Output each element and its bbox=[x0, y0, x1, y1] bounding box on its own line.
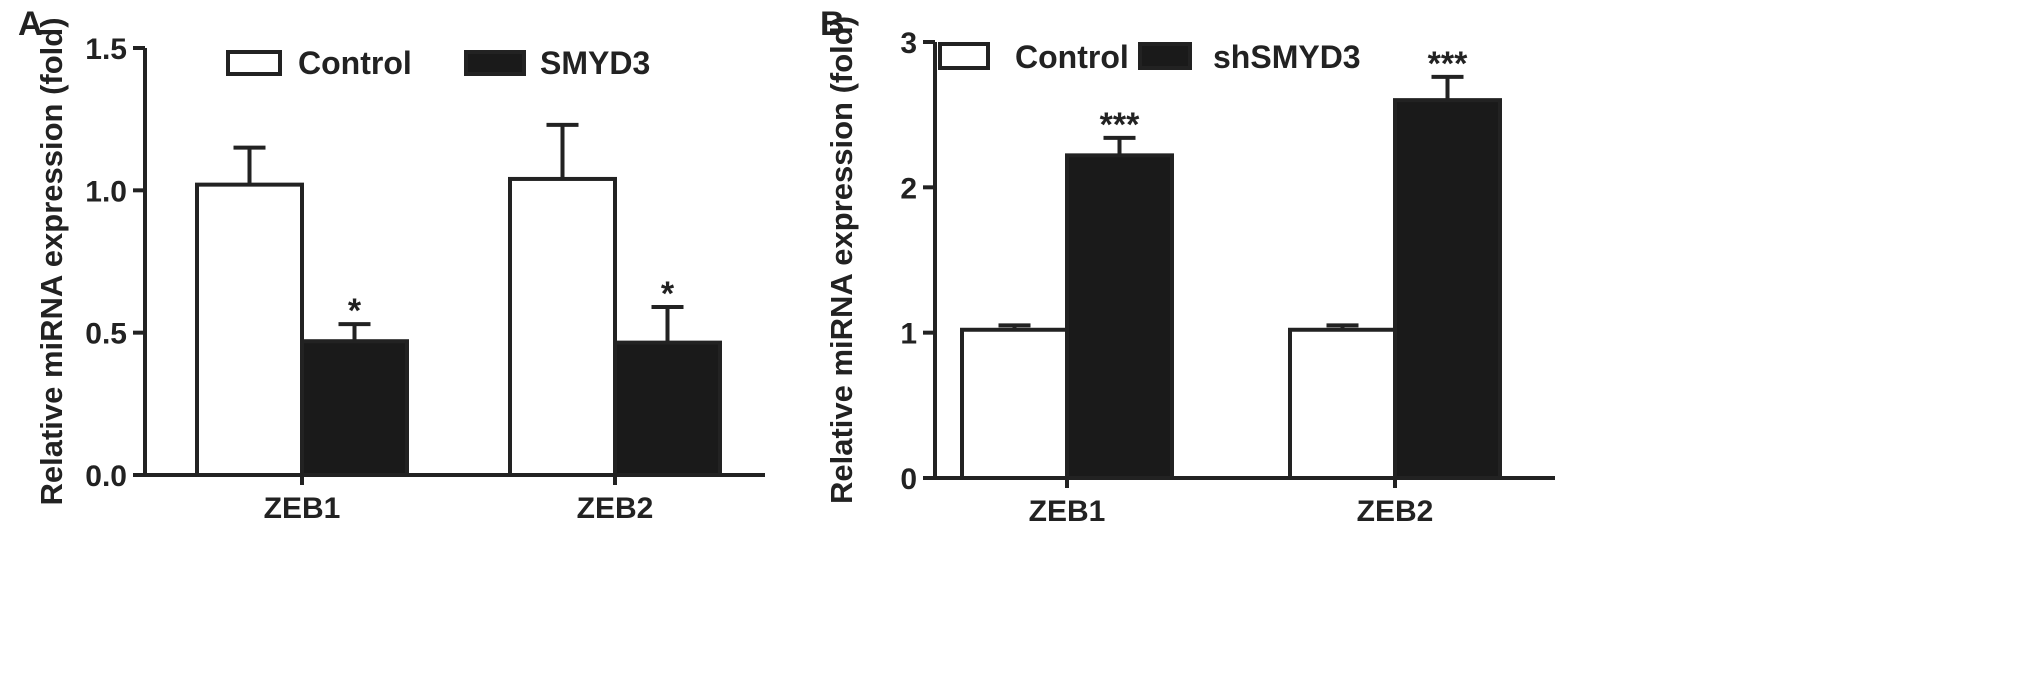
x-tick-label: ZEB2 bbox=[577, 492, 654, 525]
bar-shsmyd3-zeb1 bbox=[1065, 153, 1174, 481]
legend-swatch-control bbox=[226, 50, 282, 76]
bar-control-zeb1 bbox=[960, 327, 1069, 481]
legend-label: SMYD3 bbox=[540, 45, 650, 81]
x-tick-label: ZEB1 bbox=[1029, 495, 1106, 528]
y-tick-label: 1 bbox=[900, 318, 917, 351]
y-tick-label: 1.5 bbox=[85, 33, 127, 66]
bar-smyd3-zeb2 bbox=[613, 340, 722, 477]
y-tick-label: 0.0 bbox=[85, 460, 127, 493]
bar-control-zeb1 bbox=[195, 182, 304, 477]
bar-shsmyd3-zeb2 bbox=[1393, 98, 1502, 480]
panel-label: A bbox=[18, 5, 43, 43]
panel-label: B bbox=[820, 5, 845, 43]
y-axis-label: Relative miRNA expression (fold) bbox=[34, 17, 69, 505]
legend-label: shSMYD3 bbox=[1213, 39, 1361, 75]
bar-control-zeb2 bbox=[508, 176, 617, 478]
legend-swatch-control bbox=[938, 42, 990, 70]
y-tick-label: 0 bbox=[900, 463, 917, 496]
legend-swatch-smyd3 bbox=[464, 50, 526, 76]
significance-marker: * bbox=[348, 292, 362, 330]
bar-control-zeb2 bbox=[1288, 327, 1397, 481]
legend-label: Control bbox=[298, 45, 412, 81]
y-tick-label: 3 bbox=[900, 27, 917, 60]
significance-marker: *** bbox=[1428, 45, 1468, 83]
y-tick-label: 0.5 bbox=[85, 318, 127, 351]
significance-marker: * bbox=[661, 275, 675, 313]
significance-marker: *** bbox=[1100, 106, 1140, 144]
legend-label: Control bbox=[1015, 39, 1129, 75]
x-tick-label: ZEB1 bbox=[264, 492, 341, 525]
bar-smyd3-zeb1 bbox=[300, 339, 409, 477]
y-tick-label: 2 bbox=[900, 172, 917, 205]
y-tick-label: 1.0 bbox=[85, 175, 127, 208]
y-axis-label: Relative miRNA expression (fold) bbox=[824, 16, 859, 504]
legend-swatch-shsmyd3 bbox=[1138, 42, 1192, 70]
x-tick-label: ZEB2 bbox=[1357, 495, 1434, 528]
